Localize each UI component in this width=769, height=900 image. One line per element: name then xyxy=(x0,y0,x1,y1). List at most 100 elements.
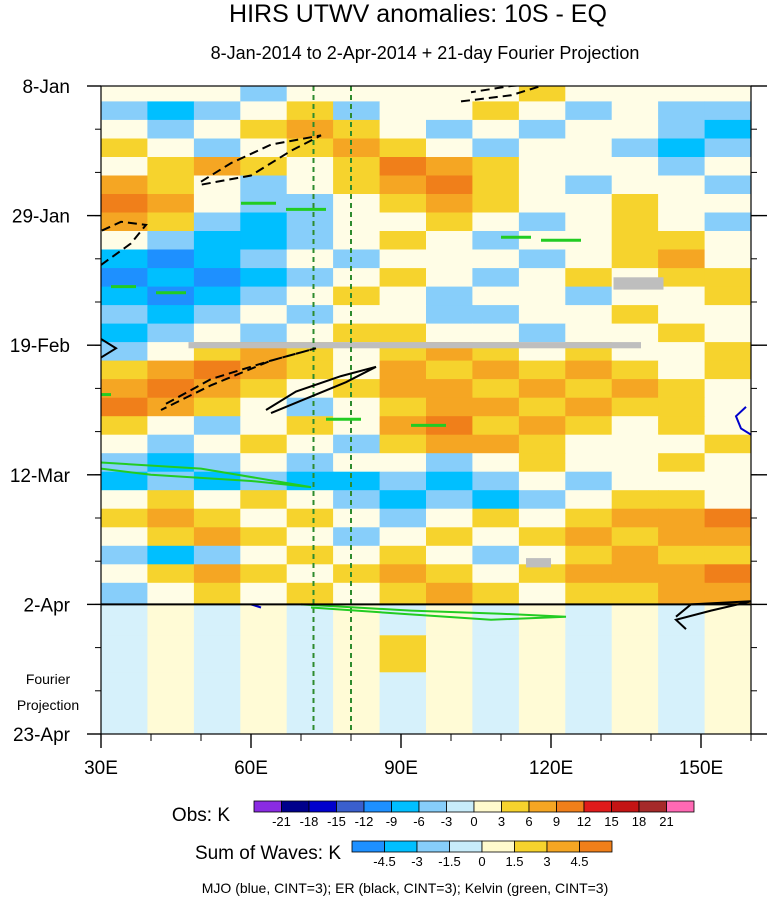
anomaly-cell xyxy=(565,249,613,269)
anomaly-cell xyxy=(704,119,751,139)
anomaly-cell xyxy=(704,194,751,214)
anomaly-cell xyxy=(611,434,659,454)
anomaly-cell xyxy=(565,212,613,232)
anomaly-cell xyxy=(193,175,241,195)
colorbar-tick-label: 6 xyxy=(525,814,532,829)
anomaly-cell xyxy=(101,175,148,195)
anomaly-cell xyxy=(704,545,751,565)
anomaly-cell xyxy=(518,360,566,380)
anomaly-cell xyxy=(193,286,241,306)
anomaly-cell xyxy=(611,471,659,491)
anomaly-cell xyxy=(472,175,520,195)
anomaly-cell xyxy=(240,379,288,399)
anomaly-cell xyxy=(101,527,148,547)
anomaly-cell xyxy=(426,508,473,528)
wave-contour-kelvin xyxy=(300,603,567,621)
anomaly-cell xyxy=(565,194,613,214)
anomaly-cell xyxy=(333,323,381,343)
anomaly-cell xyxy=(611,175,659,195)
anomaly-cell xyxy=(147,635,195,673)
anomaly-cell xyxy=(611,527,659,547)
anomaly-cell xyxy=(611,323,659,343)
anomaly-cell xyxy=(333,582,381,605)
anomaly-cell xyxy=(565,545,613,565)
anomaly-cell xyxy=(147,545,195,565)
colorbar-swatch xyxy=(579,840,613,853)
anomaly-cell xyxy=(379,175,427,195)
wave-contour-er xyxy=(160,347,317,411)
anomaly-cell xyxy=(565,490,613,510)
anomaly-cell xyxy=(333,416,381,436)
anomaly-cell xyxy=(333,231,381,251)
anomaly-cell xyxy=(286,138,334,158)
anomaly-cell xyxy=(426,672,473,734)
anomaly-cell xyxy=(426,286,473,306)
anomaly-cell xyxy=(193,212,241,232)
anomaly-cell xyxy=(426,249,473,269)
anomaly-cell xyxy=(379,231,427,251)
anomaly-cell xyxy=(379,212,427,232)
anomaly-cell xyxy=(704,490,751,510)
anomaly-cell xyxy=(518,119,566,139)
anomaly-cell xyxy=(101,194,148,214)
colorbar-swatch xyxy=(481,840,515,853)
anomaly-cell xyxy=(518,397,566,417)
y-tick-label: 23-Apr xyxy=(13,725,71,746)
anomaly-cell xyxy=(286,672,334,734)
anomaly-cell xyxy=(426,604,473,636)
anomaly-cell xyxy=(472,471,520,491)
anomaly-cell xyxy=(193,101,241,121)
anomaly-cell xyxy=(472,527,520,547)
anomaly-cell xyxy=(518,564,566,584)
anomaly-cell xyxy=(333,508,381,528)
anomaly-cell xyxy=(472,490,520,510)
colorbar-tick-label: -21 xyxy=(272,814,291,829)
anomaly-cell xyxy=(147,453,195,473)
anomaly-cell xyxy=(101,635,148,673)
anomaly-cell xyxy=(518,416,566,436)
anomaly-cell xyxy=(658,231,706,251)
anomaly-cell xyxy=(611,86,659,102)
colorbar-tick-label: -3 xyxy=(411,854,423,869)
anomaly-cell xyxy=(472,416,520,436)
anomaly-cell xyxy=(518,323,566,343)
anomaly-cell xyxy=(101,604,148,636)
anomaly-cell xyxy=(518,101,566,121)
anomaly-cell xyxy=(101,416,148,436)
colorbar-swatch xyxy=(528,800,557,813)
anomaly-cell xyxy=(147,604,195,636)
anomaly-cell xyxy=(147,86,195,102)
anomaly-cell xyxy=(379,527,427,547)
anomaly-cell xyxy=(704,212,751,232)
anomaly-cell xyxy=(658,471,706,491)
anomaly-cell xyxy=(565,231,613,251)
colorbar-swatch xyxy=(546,840,580,853)
anomaly-cell xyxy=(101,212,148,232)
anomaly-cell xyxy=(240,508,288,528)
wave-legend-note: MJO (blue, CINT=3); ER (black, CINT=3); … xyxy=(202,880,609,896)
anomaly-cell xyxy=(379,672,427,734)
anomaly-cell xyxy=(565,508,613,528)
colorbar-swatch xyxy=(418,800,447,813)
anomaly-cell xyxy=(286,453,334,473)
anomaly-cell xyxy=(193,416,241,436)
anomaly-cell xyxy=(240,582,288,605)
anomaly-cell xyxy=(333,564,381,584)
anomaly-cell xyxy=(658,101,706,121)
anomaly-cell xyxy=(426,268,473,288)
anomaly-cell xyxy=(147,194,195,214)
plot-area xyxy=(100,85,752,735)
anomaly-cell xyxy=(704,672,751,734)
anomaly-cell xyxy=(286,101,334,121)
anomaly-cell xyxy=(240,212,288,232)
anomaly-cell xyxy=(426,323,473,343)
anomaly-cell xyxy=(518,471,566,491)
anomaly-cell xyxy=(518,138,566,158)
anomaly-cell xyxy=(565,101,613,121)
x-tick-label: 60E xyxy=(234,758,268,779)
anomaly-cell xyxy=(240,231,288,251)
anomaly-cell xyxy=(611,416,659,436)
anomaly-cell xyxy=(193,268,241,288)
anomaly-cell xyxy=(101,360,148,380)
anomaly-cell xyxy=(379,564,427,584)
